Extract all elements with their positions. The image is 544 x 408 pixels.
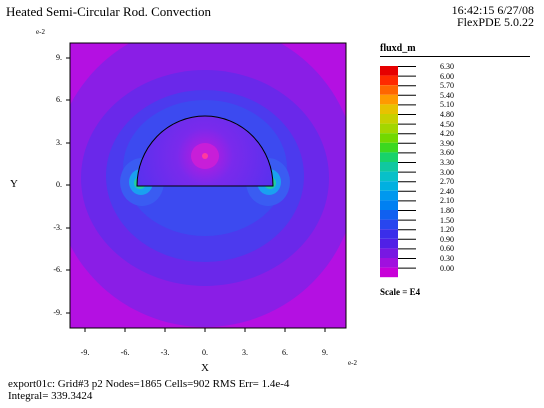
y-tick-label: -3. [53, 223, 62, 232]
legend-swatch [380, 66, 398, 76]
legend-value: 3.90 [440, 138, 454, 148]
rod-outline [136, 115, 274, 187]
legend-title: fluxd_m [380, 43, 416, 54]
legend-swatch [380, 152, 398, 162]
legend-swatch [380, 219, 398, 230]
legend-value: 6.30 [440, 62, 454, 71]
y-axis-label: Y [10, 178, 18, 190]
legend-value: 0.00 [440, 263, 454, 273]
legend-swatch [380, 104, 398, 114]
rod-center-peak [202, 153, 208, 159]
legend-swatch [380, 123, 398, 134]
x-tick-label: -3. [160, 348, 170, 357]
integral-value: Integral= 339.3424 [8, 390, 93, 402]
legend-value: 1.80 [440, 206, 454, 215]
legend-scale: Scale = E4 [380, 287, 421, 297]
legend-value: 2.40 [440, 186, 454, 196]
legend-swatch [380, 229, 398, 239]
legend-swatch [380, 162, 398, 172]
legend-swatch [380, 142, 398, 153]
y-tick-label: 9. [56, 53, 62, 62]
y-tick-label: 6. [56, 95, 62, 104]
y-tick-label: -9. [53, 308, 62, 317]
legend-swatch [380, 248, 398, 258]
legend-value: 4.80 [440, 110, 454, 119]
legend-swatch [380, 210, 398, 220]
x-axis-label: X [201, 362, 209, 374]
legend-swatch [380, 171, 398, 182]
plot-title: Heated Semi-Circular Rod. Convection [6, 4, 212, 19]
legend-value: 1.50 [440, 215, 454, 225]
legend-swatch [380, 94, 398, 105]
legend-value: 1.20 [440, 225, 454, 235]
legend-value: 3.00 [440, 167, 454, 177]
legend-value: 2.70 [440, 177, 454, 187]
legend-swatch [380, 190, 398, 201]
legend-value: 2.10 [440, 196, 454, 206]
legend-swatch [380, 85, 398, 95]
legend-value: 5.40 [440, 90, 454, 100]
software-version: FlexPDE 5.0.22 [456, 15, 534, 29]
x-tick-label: 6. [282, 348, 288, 357]
y-axis-exponent: e-2 [36, 28, 45, 36]
legend-value: 0.90 [440, 234, 454, 244]
legend-value: 4.50 [440, 119, 454, 129]
legend-divider [380, 56, 530, 57]
timestamp-block: 16:42:15 6/27/08 FlexPDE 5.0.22 [452, 4, 534, 28]
legend-value: 6.00 [440, 71, 454, 81]
legend-swatch [380, 200, 398, 210]
legend-value: 0.30 [440, 254, 454, 263]
legend-swatch [380, 267, 398, 278]
legend-swatch [380, 181, 398, 191]
legend-swatch [380, 238, 398, 249]
legend-value: 0.60 [440, 244, 454, 254]
legend-value: 5.10 [440, 100, 454, 110]
x-tick-label: -6. [120, 348, 130, 357]
legend-swatch [380, 114, 398, 124]
legend-swatch [380, 75, 398, 86]
y-tick-label: 3. [56, 138, 62, 147]
legend-value: 3.60 [440, 148, 454, 158]
y-tick-label: 0. [56, 180, 62, 189]
legend-value: 5.70 [440, 81, 454, 91]
legend-color-bar [380, 66, 416, 278]
x-axis-exponent: e-2 [348, 359, 357, 367]
legend-swatch [380, 133, 398, 143]
timestamp: 16:42:15 6/27/08 [451, 3, 534, 17]
grid-stats: export01c: Grid#3 p2 Nodes=1865 Cells=90… [8, 378, 290, 390]
y-tick-label: -6. [53, 265, 62, 274]
legend-value: 4.20 [440, 129, 454, 139]
x-tick-label: -9. [80, 348, 90, 357]
x-tick-label: 0. [202, 348, 208, 357]
x-tick-label: 9. [322, 348, 328, 357]
legend-swatch [380, 258, 398, 268]
x-tick-label: 3. [242, 348, 248, 357]
legend-value: 3.30 [440, 158, 454, 167]
footer-info: export01c: Grid#3 p2 Nodes=1865 Cells=90… [8, 378, 289, 402]
